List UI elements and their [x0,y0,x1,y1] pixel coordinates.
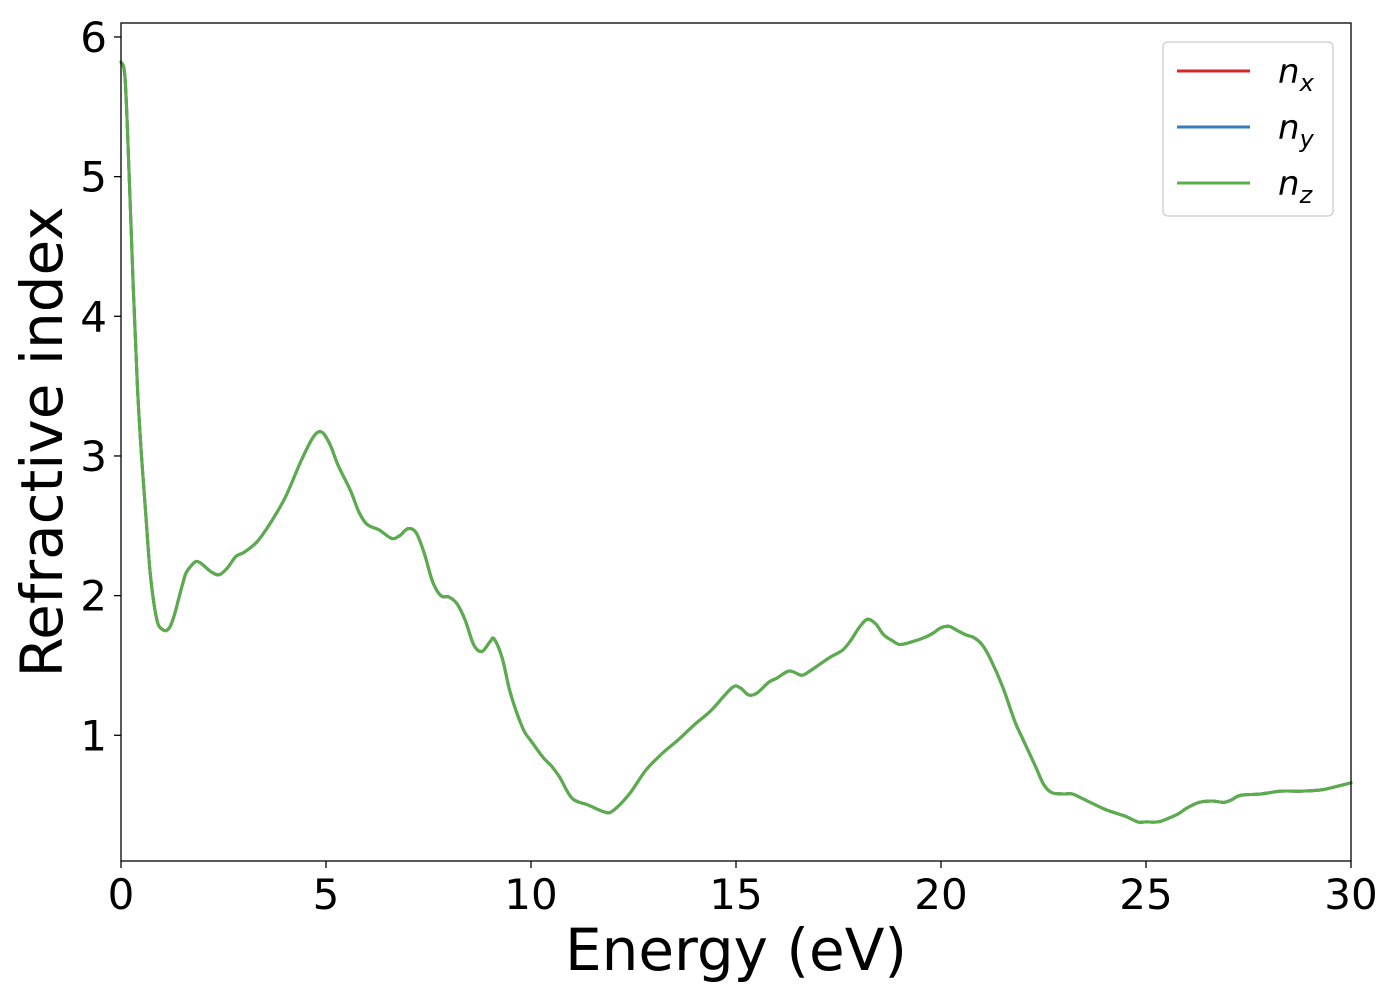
x-tick-label: 15 [709,870,762,919]
y-axis-label: Refractive index [8,206,76,677]
y-tick-label: 1 [80,711,107,760]
legend-label-nz: nz [1278,164,1314,209]
series-line-nz [119,60,1353,824]
y-tick-label: 6 [80,13,107,62]
x-tick-label: 10 [504,870,557,919]
y-tick-label: 2 [80,572,107,621]
x-tick-label: 25 [1119,870,1172,919]
x-axis-label: Energy (eV) [565,916,907,984]
y-axis-ticks: 1 2 3 4 5 6 [80,13,121,760]
y-tick-label: 5 [80,153,107,202]
x-tick-label: 0 [108,870,135,919]
x-axis-ticks: 0 5 10 15 20 25 30 [108,861,1378,919]
legend-entries: nx ny nz [1177,52,1315,209]
plot-area [119,60,1353,824]
legend-label-nx: nx [1278,52,1315,97]
legend-label-ny: ny [1278,108,1315,153]
x-tick-label: 20 [914,870,967,919]
legend: nx ny nz [1162,41,1334,217]
legend-box [1162,41,1334,217]
y-tick-label: 3 [80,432,107,481]
x-tick-label: 5 [313,870,340,919]
x-tick-label: 30 [1324,870,1377,919]
y-tick-label: 4 [80,292,107,341]
